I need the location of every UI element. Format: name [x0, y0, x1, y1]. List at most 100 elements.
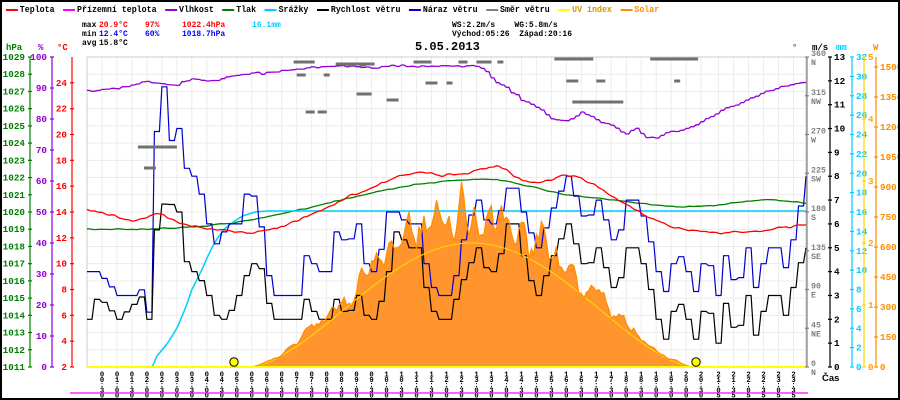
svg-text:0: 0 [41, 362, 47, 373]
svg-text:04:00: 04:00 [205, 372, 210, 400]
svg-text:10: 10 [56, 259, 68, 270]
svg-text:7: 7 [834, 195, 840, 206]
svg-text:1: 1 [834, 338, 840, 349]
svg-text:0: 0 [868, 362, 874, 373]
svg-text:315: 315 [811, 89, 826, 98]
svg-text:225: 225 [811, 166, 826, 175]
svg-text:11:30: 11:30 [429, 372, 434, 400]
svg-text:6: 6 [61, 310, 67, 321]
svg-text:70: 70 [36, 145, 48, 156]
svg-text:4: 4 [61, 336, 67, 347]
svg-text:1350: 1350 [880, 92, 900, 103]
svg-text:24: 24 [56, 78, 68, 89]
svg-text:Čas: Čas [822, 372, 839, 384]
svg-text:150: 150 [880, 332, 897, 343]
svg-text:SE: SE [811, 253, 821, 262]
svg-text:270: 270 [811, 128, 826, 137]
svg-text:03:00: 03:00 [175, 372, 179, 400]
svg-text:2: 2 [856, 343, 862, 354]
svg-text:6: 6 [834, 219, 840, 230]
svg-text:0: 0 [880, 362, 886, 373]
svg-text:14:00: 14:00 [504, 372, 509, 400]
svg-text:300: 300 [880, 302, 897, 313]
svg-text:13: 13 [834, 52, 846, 63]
svg-text:8: 8 [856, 285, 862, 296]
svg-text:15:00: 15:00 [534, 372, 539, 400]
svg-text:3: 3 [834, 290, 840, 301]
svg-text:12: 12 [56, 233, 68, 244]
svg-text:0: 0 [834, 362, 840, 373]
svg-text:10: 10 [856, 265, 868, 276]
svg-text:18:00: 18:00 [624, 372, 629, 400]
svg-text:11: 11 [834, 100, 846, 111]
svg-text:1015: 1015 [3, 293, 26, 304]
svg-text:07:30: 07:30 [310, 372, 314, 400]
svg-text:2: 2 [61, 362, 67, 373]
svg-text:12: 12 [834, 76, 846, 87]
svg-text:13:30: 13:30 [489, 372, 494, 400]
svg-text:09:00: 09:00 [354, 372, 358, 400]
svg-text:N: N [811, 59, 816, 68]
svg-text:23:05: 23:05 [776, 372, 780, 400]
svg-text:24: 24 [856, 130, 868, 141]
svg-text:8: 8 [834, 171, 840, 182]
svg-text:01:30: 01:30 [130, 372, 135, 400]
svg-text:00:30: 00:30 [100, 372, 104, 400]
svg-text:1024: 1024 [3, 138, 26, 149]
svg-text:14: 14 [856, 226, 868, 237]
svg-text:5: 5 [868, 52, 874, 63]
svg-text:100: 100 [30, 52, 47, 63]
svg-text:W: W [811, 137, 816, 146]
svg-text:900: 900 [880, 182, 897, 193]
svg-text:16: 16 [856, 207, 868, 218]
svg-text:360: 360 [811, 50, 826, 59]
svg-text:9: 9 [834, 147, 840, 158]
svg-text:0: 0 [856, 362, 862, 373]
svg-text:12:00: 12:00 [444, 372, 449, 400]
svg-text:750: 750 [880, 212, 897, 223]
svg-text:1028: 1028 [3, 69, 26, 80]
svg-text:11:00: 11:00 [414, 372, 419, 400]
svg-text:450: 450 [880, 272, 897, 283]
svg-text:1012: 1012 [3, 345, 26, 356]
svg-text:1019: 1019 [3, 224, 26, 235]
svg-text:3: 3 [868, 176, 874, 187]
svg-text:16:00: 16:00 [564, 372, 569, 400]
svg-text:4: 4 [868, 114, 874, 125]
svg-text:01:00: 01:00 [115, 372, 120, 400]
svg-text:NE: NE [811, 330, 821, 339]
svg-text:02:30: 02:30 [160, 372, 164, 400]
svg-text:14:30: 14:30 [519, 372, 524, 400]
svg-text:60: 60 [36, 176, 48, 187]
svg-text:22: 22 [56, 104, 68, 115]
svg-text:21:35: 21:35 [731, 372, 736, 400]
svg-text:45: 45 [811, 321, 821, 330]
svg-text:1014: 1014 [3, 310, 26, 321]
svg-text:1011: 1011 [3, 362, 26, 373]
svg-text:1200: 1200 [880, 122, 900, 133]
svg-text:90: 90 [36, 83, 48, 94]
svg-text:1050: 1050 [880, 152, 900, 163]
svg-text:1027: 1027 [3, 86, 25, 97]
svg-text:1023: 1023 [3, 155, 26, 166]
svg-text:09:30: 09:30 [369, 372, 373, 400]
svg-text:13:00: 13:00 [474, 372, 479, 400]
svg-text:90: 90 [811, 283, 821, 292]
svg-text:17:00: 17:00 [594, 372, 599, 400]
svg-text:05:00: 05:00 [235, 372, 239, 400]
svg-text:1016: 1016 [3, 276, 26, 287]
svg-text:10: 10 [36, 331, 48, 342]
svg-text:18: 18 [56, 155, 68, 166]
svg-text:04:30: 04:30 [220, 372, 225, 400]
svg-text:2: 2 [868, 238, 874, 249]
svg-text:30: 30 [856, 71, 868, 82]
svg-text:20:00: 20:00 [684, 372, 688, 400]
svg-text:1013: 1013 [3, 328, 26, 339]
svg-text:23:35: 23:35 [791, 372, 795, 400]
svg-text:08:30: 08:30 [339, 372, 343, 400]
svg-text:0: 0 [811, 360, 816, 369]
svg-text:10: 10 [834, 124, 846, 135]
svg-text:1017: 1017 [3, 259, 25, 270]
svg-text:12:30: 12:30 [459, 372, 464, 400]
svg-text:22: 22 [856, 149, 868, 160]
